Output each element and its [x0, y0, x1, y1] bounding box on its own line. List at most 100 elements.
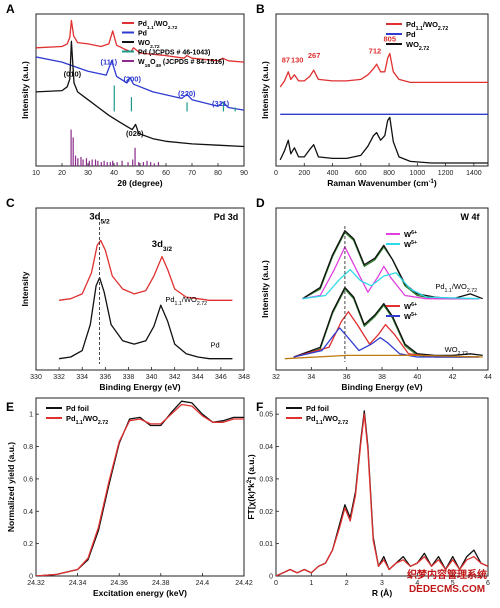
x-tick-label: 3 — [380, 580, 384, 587]
legend-label: W5+ — [404, 240, 417, 249]
panel-label: C — [6, 196, 15, 210]
x-tick-label: 60 — [162, 170, 170, 177]
x-axis-label: Binding Energy (eV) — [99, 382, 180, 392]
x-tick-label: 10 — [32, 170, 40, 177]
x-tick-label: 1400 — [466, 170, 482, 177]
x-axis-label: Binding Energy (eV) — [341, 382, 422, 392]
x-tick-label: 2 — [345, 580, 349, 587]
x-tick-label: 30 — [84, 170, 92, 177]
panel-title: W 4f — [461, 212, 481, 222]
x-tick-label: 20 — [58, 170, 66, 177]
series-line-1 — [36, 56, 244, 111]
x-axis-label: Excitation energy (keV) — [93, 588, 187, 598]
series-line-0 — [36, 400, 244, 576]
annotation-label: (111) — [100, 58, 117, 67]
x-tick-label: 40 — [110, 170, 118, 177]
legend-label: Pd (JCPDS # 46-1043) — [138, 50, 210, 57]
y-tick-label: 0.4 — [23, 509, 33, 516]
legend-label: W6+ — [404, 230, 417, 239]
x-tick-label: 400 — [327, 170, 339, 177]
x-tick-label: 38 — [378, 374, 386, 381]
x-tick-label: 348 — [238, 374, 250, 381]
series-line-0 — [36, 19, 244, 63]
legend-label: W18O49 (JCPDS # 84-1516) — [138, 59, 224, 69]
x-tick-label: 90 — [240, 170, 248, 177]
panel-d: D 32 34 36 38 40 42 44 Binding Energy (eV) Intens… — [256, 196, 492, 392]
annotation-label: 712 — [369, 47, 382, 56]
data-area — [36, 19, 244, 166]
legend-label: Pd — [138, 31, 147, 38]
panel-title: Pd 3d — [214, 212, 239, 222]
y-ticks: 0 0.01 0.02 0.03 0.04 0.05 — [259, 412, 279, 581]
legend-label: Pd1.1/WO2.72 — [306, 414, 348, 426]
annotation-label: 87 — [282, 56, 290, 65]
annotation-label: 267 — [308, 51, 321, 60]
x-tick-label: 40 — [413, 374, 421, 381]
series-3-sticks — [113, 85, 236, 112]
panel-b: B 0 200 400 600 800 1000 1200 1400 Raman Wavenumb… — [256, 2, 489, 188]
y-tick-label: 0.05 — [259, 412, 273, 419]
legend-label: W6+ — [404, 302, 417, 311]
x-tick-label: 36 — [343, 374, 351, 381]
x-tick-label: 70 — [188, 170, 196, 177]
x-tick-label: 24.34 — [69, 580, 87, 587]
y-axis-label: Intensity (a.u.) — [260, 260, 270, 318]
plot-frame — [35, 397, 245, 577]
series-line-1 — [59, 277, 233, 360]
annotation-label: (010) — [64, 69, 82, 78]
x-tick-label: 334 — [76, 374, 88, 381]
x-tick-label: 1200 — [438, 170, 454, 177]
annotation-label: 3d5/2 — [89, 211, 110, 225]
y-ticks: 0 0.2 0.4 0.6 0.8 1 — [23, 412, 39, 581]
x-tick-label: 344 — [192, 374, 204, 381]
x-tick-label: 342 — [169, 374, 181, 381]
plot-frame — [275, 13, 489, 167]
legend: W6+W5+ — [386, 302, 417, 321]
legend: W6+W5+ — [386, 230, 417, 249]
y-tick-label: 1 — [29, 412, 33, 419]
panel-c: C 330 332 334 336 338 340 342 344 346 348 Binding E… — [6, 196, 250, 392]
x-tick-label: 32 — [272, 374, 280, 381]
x-axis-label: Raman Wavenumber (cm-1) — [327, 178, 437, 188]
x-tick-label: 80 — [214, 170, 222, 177]
x-tick-label: 5 — [451, 580, 455, 587]
watermark-text: 织梦内容管理系统 — [407, 568, 487, 581]
series-line-0 — [59, 239, 233, 301]
y-axis-label: Intensity (a.u.) — [20, 61, 30, 119]
plot-frame — [275, 397, 489, 577]
y-tick-label: 0.03 — [259, 476, 273, 483]
x-tick-label: 336 — [99, 374, 111, 381]
legend-label: Pd foil — [306, 404, 329, 413]
x-tick-label: 600 — [355, 170, 367, 177]
x-axis-label: R (Å) — [372, 588, 392, 598]
annotation-label: Pd1.1/WO2.72 — [435, 282, 477, 294]
panel-label: D — [256, 196, 265, 210]
series-4-sticks — [70, 129, 160, 166]
legend-label: W5+ — [404, 312, 417, 321]
x-tick-label: 800 — [383, 170, 395, 177]
series-line-1 — [276, 413, 488, 576]
legend-label: WO2.72 — [406, 40, 429, 52]
y-axis-label: FT[χ(k)*k2] (a.u.) — [246, 454, 256, 520]
data-area — [279, 52, 488, 164]
x-tick-label: 340 — [146, 374, 158, 381]
data-area — [276, 410, 488, 576]
panel-label: F — [256, 400, 263, 414]
x-tick-label: 24.42 — [235, 580, 253, 587]
y-axis-label: Intensity (a.u.) — [260, 61, 270, 119]
annotation-label: 3d3/2 — [152, 239, 173, 253]
x-tick-label: 42 — [449, 374, 457, 381]
series-line-5 — [293, 286, 483, 358]
y-axis-label: Intensity — [20, 271, 30, 306]
x-ticks: 32 34 36 38 40 42 44 — [272, 367, 492, 381]
annotation-label: WO2.72 — [445, 345, 468, 357]
panel-a: A 10 20 30 40 50 60 70 80 90 2θ (degree) Intensity … — [6, 2, 248, 188]
series-line-2 — [36, 40, 244, 148]
annotation-label: (311) — [212, 99, 230, 108]
legend-label: Pd — [406, 30, 416, 39]
y-tick-label: 0.01 — [259, 541, 273, 548]
series-line-6 — [293, 311, 480, 358]
y-axis-label: Normalized yield (a.u.) — [6, 442, 16, 532]
x-tick-label: 200 — [298, 170, 310, 177]
